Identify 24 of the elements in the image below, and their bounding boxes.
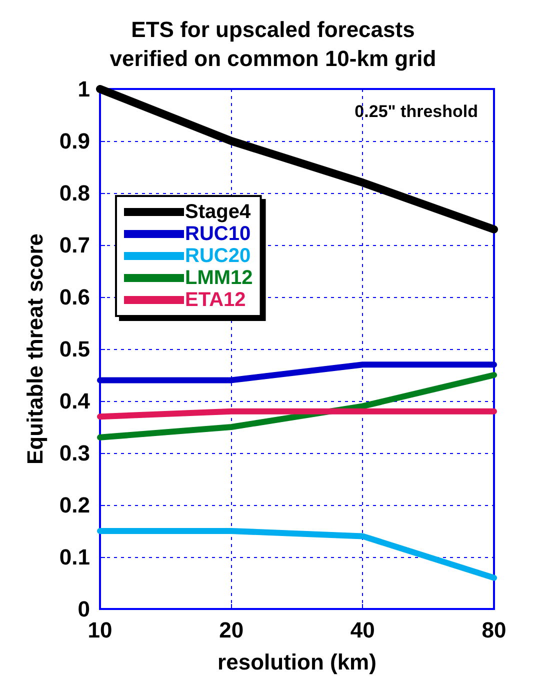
legend-label: RUC20 bbox=[185, 245, 251, 267]
x-axis-title: resolution (km) bbox=[218, 650, 376, 674]
annotation: 0.25" threshold bbox=[354, 102, 478, 121]
legend-label: ETA12 bbox=[185, 289, 246, 311]
y-tick-label: 0.1 bbox=[59, 544, 90, 570]
legend-label: LMM12 bbox=[185, 267, 253, 289]
y-tick-label: 1 bbox=[78, 76, 90, 102]
legend-label: RUC10 bbox=[185, 223, 251, 245]
y-tick-label: 0.5 bbox=[59, 336, 90, 362]
x-tick-label: 80 bbox=[482, 618, 506, 642]
y-tick-label: 0.4 bbox=[59, 388, 91, 414]
chart-title: ETS for upscaled forecasts verified on common 10-km grid bbox=[110, 17, 436, 71]
x-tick-label: 20 bbox=[219, 618, 244, 642]
x-tick-label: 10 bbox=[88, 618, 112, 642]
y-tick-label: 0.2 bbox=[59, 492, 90, 518]
x-tick-label: 40 bbox=[350, 618, 375, 642]
y-axis-title: Equitable threat score bbox=[22, 233, 48, 465]
y-tick-label: 0.8 bbox=[59, 180, 90, 206]
y-tick-label: 0.3 bbox=[59, 440, 90, 466]
y-tick-label: 0.6 bbox=[59, 284, 90, 310]
y-tick-label: 0.7 bbox=[59, 232, 90, 258]
y-tick-label: 0 bbox=[78, 596, 90, 622]
legend-label: Stage4 bbox=[185, 201, 252, 223]
y-tick-label: 0.9 bbox=[59, 128, 90, 154]
